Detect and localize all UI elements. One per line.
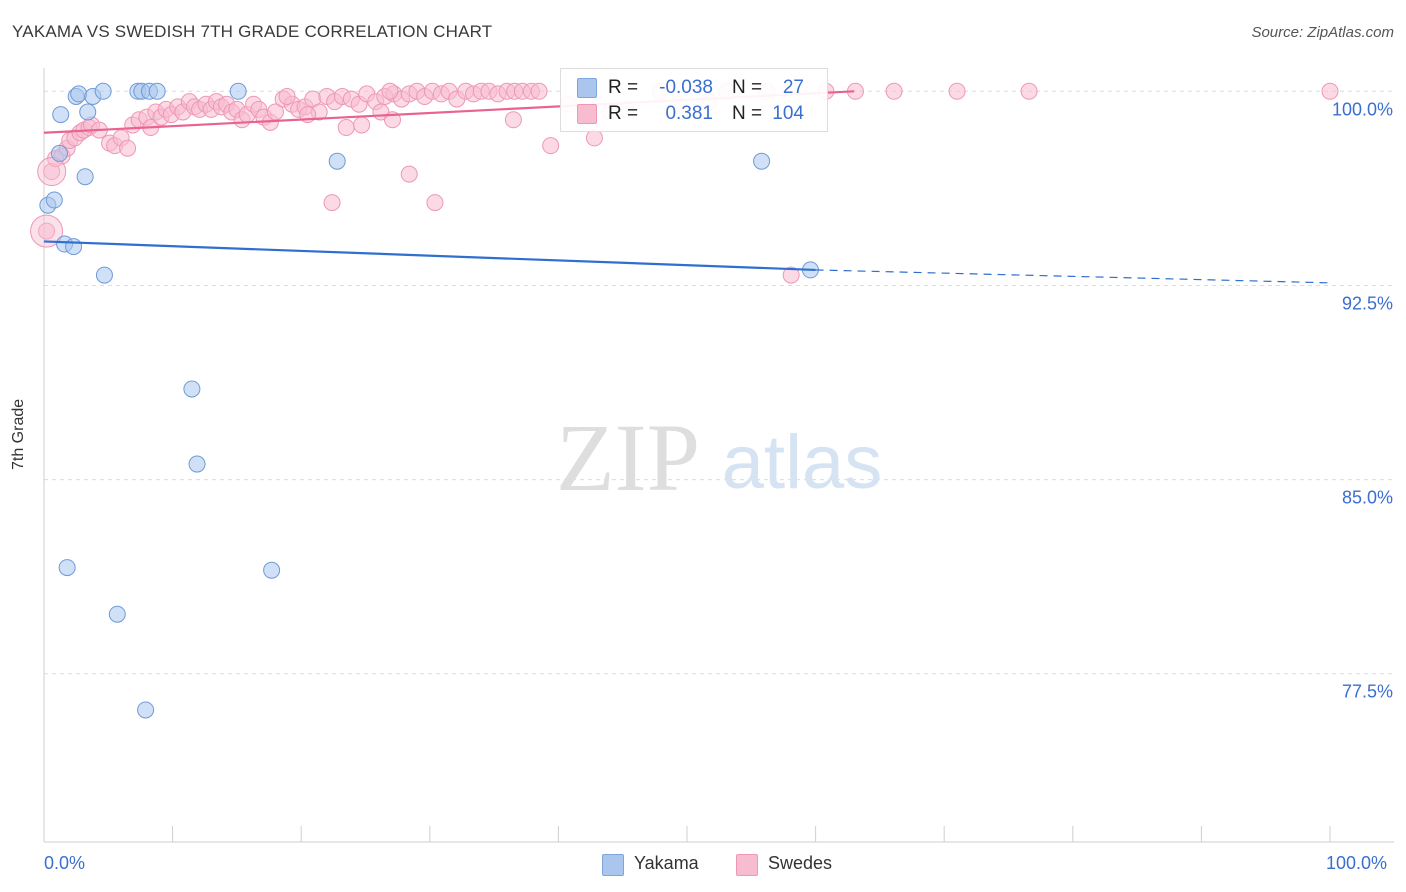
x-tick-label-min: 0.0% [44,853,86,873]
yakama-point [79,103,97,121]
y-tick-label: 100.0% [1332,99,1393,119]
swedes-point [30,214,64,248]
y-tick-label: 85.0% [1342,488,1393,508]
x-tick-label-max: 100.0% [1326,853,1388,873]
legend-r-label: R = [608,77,639,98]
swedes-point [585,129,603,147]
yakama-point [52,106,70,124]
swedes-point [323,194,341,212]
legend-row-yakama: R = -0.038 N = 27 [561,75,827,101]
correlation-legend: R = -0.038 N = 27 R = 0.381 N = 104 [560,68,828,132]
legend-row-swedes: R = 0.381 N = 104 [561,101,827,127]
yakama-point [753,152,771,170]
grid-layer [44,90,1394,675]
legend-r-label: R = [608,103,639,124]
yakama-trendline-extension [815,269,1331,284]
swedes-point [353,116,371,134]
swedes-point [400,165,418,183]
swedes-point [542,137,560,155]
yakama-point [76,168,94,186]
series-legend: Yakama Swedes [0,852,1406,876]
yakama-point [328,152,346,170]
swedes-point [1321,82,1339,100]
yakama-point [50,144,68,162]
yakama-point [263,561,281,579]
watermark-zip: ZIP [556,404,700,511]
yakama-point [229,82,247,100]
swedes-point [337,119,355,137]
legend-n-value: 27 [782,77,804,98]
watermark-atlas: atlas [722,420,883,505]
legend-swatch-swedes [577,104,597,124]
legend-n-label: N = [732,77,763,98]
yakama-point [58,559,76,577]
yakama-trendline [43,240,816,272]
legend-r-value: 0.381 [665,103,713,124]
swedes-point [37,157,67,187]
legend-label-swedes: Swedes [768,853,833,873]
yakama-point [95,266,113,284]
swedes-point [426,194,444,212]
legend-n-value: 104 [772,103,804,124]
yakama-points [39,82,819,719]
yakama-point [188,455,206,473]
legend-n-label: N = [732,103,763,124]
yakama-point [108,605,126,623]
yakama-point [94,82,112,100]
swedes-point [530,82,548,100]
chart-title: YAKAMA VS SWEDISH 7TH GRADE CORRELATION … [12,22,493,41]
y-tick-labels: 100.0% 92.5% 85.0% 77.5% [1332,99,1393,701]
swedes-point [504,111,522,129]
y-axis-label: 7th Grade [10,398,27,470]
swedes-point [278,87,296,105]
swedes-point [38,222,56,240]
swedes-point [1020,82,1038,100]
axis-layer [43,68,1394,843]
legend-swatch-yakama [602,854,624,876]
y-tick-label: 77.5% [1342,682,1393,702]
legend-swatch-yakama [577,78,597,98]
swedes-point [948,82,966,100]
yakama-point [137,701,155,719]
yakama-point [45,191,63,209]
legend-label-yakama: Yakama [634,853,699,873]
yakama-point [148,82,166,100]
y-tick-label: 92.5% [1342,293,1393,313]
swedes-point [885,82,903,100]
source-label: Source: ZipAtlas.com [1251,24,1394,41]
legend-r-value: -0.038 [659,77,713,98]
legend-swatch-swedes [736,854,758,876]
swedes-point [782,266,800,284]
yakama-point [183,380,201,398]
yakama-point [70,85,88,103]
yakama-point [65,238,83,256]
swedes-point [381,82,399,100]
swedes-point [119,139,137,157]
